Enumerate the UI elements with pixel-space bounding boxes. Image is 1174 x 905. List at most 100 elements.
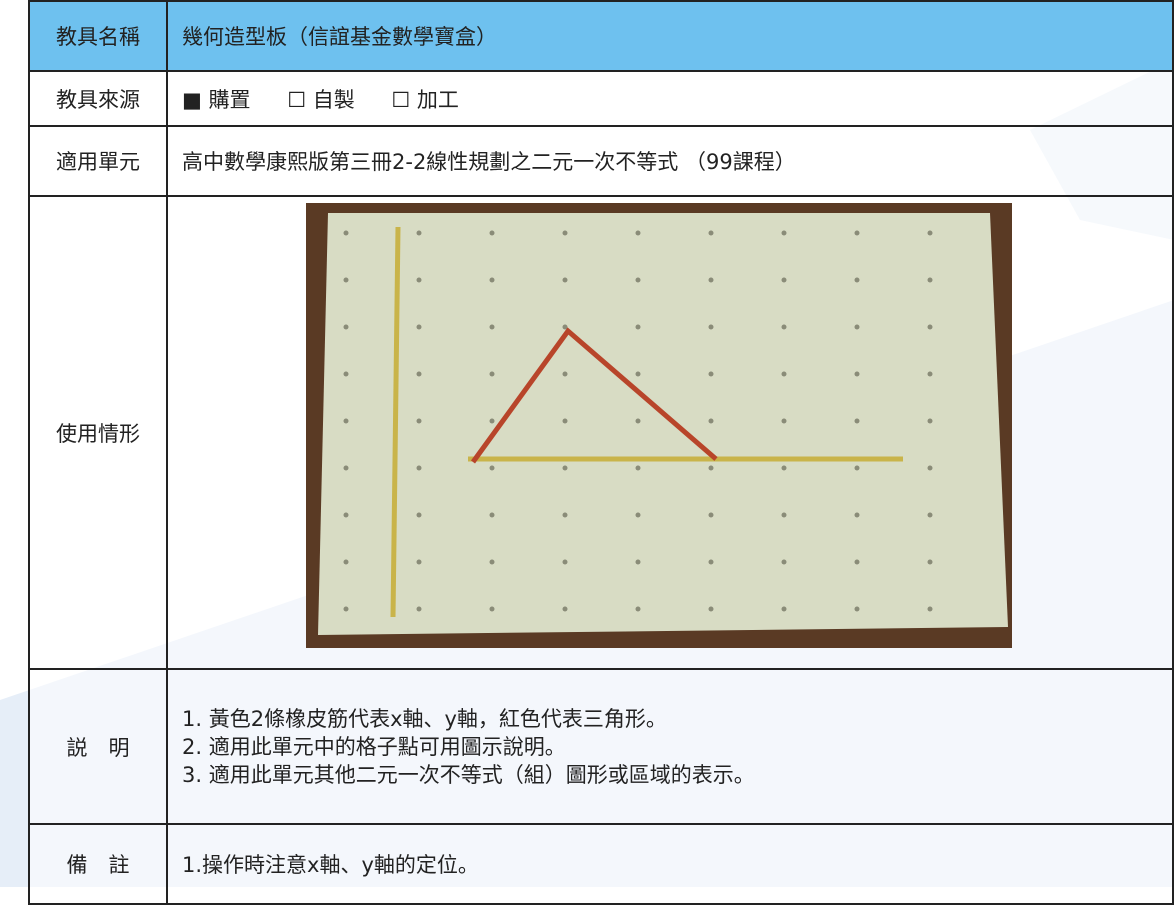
- peg: [562, 277, 568, 283]
- peg: [416, 277, 422, 283]
- peg: [708, 371, 714, 377]
- line: 2. 適用此單元中的格子點可用圖示說明。: [182, 734, 566, 759]
- peg: [635, 418, 641, 424]
- value-cell: 幾何造型板（信誼基金數學寶盒）: [166, 0, 1174, 72]
- peg: [635, 512, 641, 518]
- peg: [854, 465, 860, 471]
- peg: [781, 324, 787, 330]
- option: ☐ 自製: [287, 87, 355, 112]
- peg: [489, 324, 495, 330]
- peg: [708, 512, 714, 518]
- peg: [416, 371, 422, 377]
- peg: [781, 465, 787, 471]
- peg: [781, 606, 787, 612]
- label-cell: 使用情形: [28, 195, 168, 670]
- peg: [416, 418, 422, 424]
- peg: [708, 465, 714, 471]
- value-cell: 高中數學康熙版第三冊2-2線性規劃之二元一次不等式 （99課程）: [166, 125, 1174, 197]
- label-cell: 備 註: [28, 823, 168, 905]
- label-cell: 教具名稱: [28, 0, 168, 72]
- peg: [635, 324, 641, 330]
- peg: [781, 559, 787, 565]
- label-cell: 教具來源: [28, 70, 168, 127]
- peg: [562, 606, 568, 612]
- peg: [343, 465, 349, 471]
- row: 適用單元 高中數學康熙版第三冊2-2線性規劃之二元一次不等式 （99課程）: [28, 125, 1174, 197]
- peg: [343, 324, 349, 330]
- peg: [708, 230, 714, 236]
- peg: [489, 371, 495, 377]
- peg: [927, 371, 933, 377]
- row: 教具來源 ■ 購置 ☐ 自製 ☐ 加工: [28, 70, 1174, 127]
- peg: [562, 324, 568, 330]
- peg: [416, 606, 422, 612]
- peg: [562, 559, 568, 565]
- peg: [489, 277, 495, 283]
- peg: [635, 230, 641, 236]
- peg: [854, 559, 860, 565]
- peg: [562, 418, 568, 424]
- peg: [489, 230, 495, 236]
- peg: [854, 418, 860, 424]
- peg: [854, 277, 860, 283]
- label-cell: 説 明: [28, 668, 168, 825]
- peg: [927, 418, 933, 424]
- line: 1. 黃色2條橡皮筋代表x軸、y軸，紅色代表三角形。: [182, 706, 667, 731]
- peg: [416, 465, 422, 471]
- peg: [562, 230, 568, 236]
- peg: [708, 606, 714, 612]
- peg: [489, 418, 495, 424]
- peg: [416, 230, 422, 236]
- peg: [708, 418, 714, 424]
- row: 教具名稱 幾何造型板（信誼基金數學寶盒）: [28, 0, 1174, 72]
- peg: [781, 418, 787, 424]
- option: ■ 購置: [182, 87, 251, 112]
- peg: [489, 559, 495, 565]
- peg: [562, 465, 568, 471]
- peg: [562, 371, 568, 377]
- label-cell: 適用單元: [28, 125, 168, 197]
- peg: [635, 606, 641, 612]
- peg: [343, 277, 349, 283]
- peg: [854, 512, 860, 518]
- value-cell: 1. 黃色2條橡皮筋代表x軸、y軸，紅色代表三角形。 2. 適用此單元中的格子點…: [166, 668, 1174, 825]
- info-table: 教具名稱 幾何造型板（信誼基金數學寶盒） 教具來源 ■ 購置 ☐ 自製 ☐ 加工…: [28, 0, 1174, 905]
- row: 使用情形: [28, 195, 1174, 670]
- peg: [927, 277, 933, 283]
- peg: [416, 324, 422, 330]
- value-cell: ■ 購置 ☐ 自製 ☐ 加工: [166, 70, 1174, 127]
- peg: [489, 606, 495, 612]
- peg: [781, 371, 787, 377]
- peg: [343, 418, 349, 424]
- row: 説 明 1. 黃色2條橡皮筋代表x軸、y軸，紅色代表三角形。 2. 適用此單元中…: [28, 668, 1174, 825]
- peg: [708, 559, 714, 565]
- peg: [854, 606, 860, 612]
- peg: [854, 371, 860, 377]
- peg: [781, 512, 787, 518]
- peg: [781, 230, 787, 236]
- peg: [927, 559, 933, 565]
- peg: [343, 512, 349, 518]
- peg: [781, 277, 787, 283]
- peg: [708, 277, 714, 283]
- peg: [927, 465, 933, 471]
- line: 3. 適用此單元其他二元一次不等式（組）圖形或區域的表示。: [182, 762, 755, 787]
- peg: [708, 324, 714, 330]
- peg: [562, 512, 568, 518]
- photo: [306, 203, 1012, 648]
- peg: [343, 371, 349, 377]
- peg: [927, 324, 933, 330]
- row: 備 註 1.操作時注意x軸、y軸的定位。: [28, 823, 1174, 905]
- peg: [343, 230, 349, 236]
- photo-cell: [166, 195, 1174, 670]
- peg: [927, 512, 933, 518]
- peg: [343, 606, 349, 612]
- peg: [927, 230, 933, 236]
- option: ☐ 加工: [391, 87, 459, 112]
- peg: [489, 465, 495, 471]
- peg: [854, 230, 860, 236]
- value-cell: 1.操作時注意x軸、y軸的定位。: [166, 823, 1174, 905]
- peg: [927, 606, 933, 612]
- peg: [489, 512, 495, 518]
- peg: [854, 324, 860, 330]
